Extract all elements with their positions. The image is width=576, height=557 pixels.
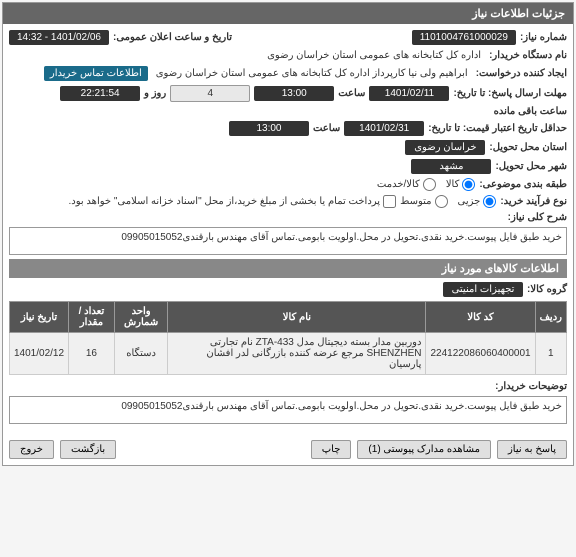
footer-buttons: پاسخ به نیاز مشاهده مدارک پیوستی (1) چاپ… — [3, 434, 573, 465]
row-deadline: مهلت ارسال پاسخ: تا تاریخ: 1401/02/11 سا… — [9, 85, 567, 117]
group-label: گروه کالا: — [527, 284, 567, 295]
process-label: نوع فرآیند خرید: — [500, 196, 567, 207]
deadline-label: مهلت ارسال پاسخ: تا تاریخ: — [453, 88, 567, 99]
category-radio-group: کالا کالا/خدمت — [377, 178, 475, 191]
radio-low[interactable]: جزیی — [458, 195, 497, 208]
radio-mid-label: متوسط — [400, 196, 431, 207]
province-label: استان محل تحویل: — [489, 142, 567, 153]
th-date: تاریخ نیاز — [10, 302, 69, 333]
table-row: 1 224122086060400001 دوربین مدار بسته دی… — [10, 333, 567, 375]
row-desc: شرح کلی نیاز: خرید طبق فایل پیوست.خرید ن… — [9, 212, 567, 255]
row-city: شهر محل تحویل: مشهد — [9, 159, 567, 174]
radio-khadamat[interactable]: کالا/خدمت — [377, 178, 436, 191]
remain-time: 22:21:54 — [60, 86, 140, 101]
panel-body: شماره نیاز: 1101004761000029 تاریخ و ساع… — [3, 24, 573, 434]
row-category: طبقه بندی موضوعی: کالا کالا/خدمت — [9, 178, 567, 191]
details-panel: جزئیات اطلاعات نیاز شماره نیاز: 11010047… — [2, 2, 574, 466]
contact-buyer-button[interactable]: اطلاعات تماس خریدار — [44, 66, 148, 81]
radio-kala-input[interactable] — [462, 178, 475, 191]
payment-checkbox[interactable]: پرداخت تمام یا بخشی از مبلغ خرید،از محل … — [68, 195, 396, 208]
items-section-header: اطلاعات کالاهای مورد نیاز — [9, 259, 567, 278]
payment-note: پرداخت تمام یا بخشی از مبلغ خرید،از محل … — [68, 196, 380, 207]
td-code: 224122086060400001 — [426, 333, 535, 375]
payment-checkbox-input[interactable] — [383, 195, 396, 208]
validity-time-label: ساعت — [313, 123, 340, 134]
th-row: ردیف — [535, 302, 566, 333]
row-validity: حداقل تاریخ اعتبار قیمت: تا تاریخ: 1401/… — [9, 121, 567, 136]
td-idx: 1 — [535, 333, 566, 375]
radio-mid[interactable]: متوسط — [400, 195, 447, 208]
attachments-button[interactable]: مشاهده مدارک پیوستی (1) — [357, 440, 491, 459]
city-value: مشهد — [411, 159, 491, 174]
buyer-org-label: نام دستگاه خریدار: — [489, 50, 567, 61]
row-process: نوع فرآیند خرید: جزیی متوسط پرداخت تمام … — [9, 195, 567, 208]
print-button[interactable]: چاپ — [311, 440, 352, 459]
radio-low-input[interactable] — [483, 195, 496, 208]
process-radio-group: جزیی متوسط — [400, 195, 496, 208]
validity-label: حداقل تاریخ اعتبار قیمت: تا تاریخ: — [428, 123, 567, 134]
radio-low-label: جزیی — [458, 196, 481, 207]
city-label: شهر محل تحویل: — [495, 161, 567, 172]
desc-text: خرید طبق فایل پیوست.خرید نقدی.تحویل در م… — [9, 227, 567, 255]
th-unit: واحد شمارش — [114, 302, 168, 333]
creator-label: ایجاد کننده درخواست: — [476, 68, 567, 79]
deadline-time: 13:00 — [254, 86, 334, 101]
row-creator: ایجاد کننده درخواست: ابراهیم ولی نیا کار… — [9, 66, 567, 81]
row-group: گروه کالا: تجهیزات امنیتی — [9, 282, 567, 297]
panel-title: جزئیات اطلاعات نیاز — [3, 3, 573, 24]
request-number-value: 1101004761000029 — [412, 30, 516, 45]
row-province: استان محل تحویل: خراسان رضوی — [9, 140, 567, 155]
td-qty: 16 — [69, 333, 115, 375]
category-label: طبقه بندی موضوعی: — [479, 179, 567, 190]
request-number-label: شماره نیاز: — [520, 32, 567, 43]
buyer-notes-label: توضیحات خریدار: — [495, 381, 567, 392]
td-date: 1401/02/12 — [10, 333, 69, 375]
radio-kala[interactable]: کالا — [446, 178, 476, 191]
table-header-row: ردیف کد کالا نام کالا واحد شمارش تعداد /… — [10, 302, 567, 333]
deadline-date: 1401/02/11 — [369, 86, 449, 101]
radio-kala-label: کالا — [446, 179, 460, 190]
remain-label: ساعت باقی مانده — [494, 106, 567, 117]
days-value: 4 — [170, 85, 250, 102]
td-unit: دستگاه — [114, 333, 168, 375]
province-value: خراسان رضوی — [405, 140, 485, 155]
th-name: نام کالا — [168, 302, 426, 333]
th-code: کد کالا — [426, 302, 535, 333]
creator-value: ابراهیم ولی نیا کارپرداز اداره کل کتابخا… — [152, 67, 472, 80]
validity-date: 1401/02/31 — [344, 121, 424, 136]
validity-time: 13:00 — [229, 121, 309, 136]
td-name: دوربین مدار بسته دیجیتال مدل ZTA-433 نام… — [168, 333, 426, 375]
radio-khadamat-label: کالا/خدمت — [377, 179, 420, 190]
exit-button[interactable]: خروج — [9, 440, 54, 459]
desc-label: شرح کلی نیاز: — [508, 212, 567, 223]
th-qty: تعداد / مقدار — [69, 302, 115, 333]
items-table: ردیف کد کالا نام کالا واحد شمارش تعداد /… — [9, 301, 567, 375]
announce-datetime-label: تاریخ و ساعت اعلان عمومی: — [113, 32, 232, 43]
reply-button[interactable]: پاسخ به نیاز — [497, 440, 567, 459]
radio-khadamat-input[interactable] — [423, 178, 436, 191]
deadline-time-label: ساعت — [338, 88, 365, 99]
radio-mid-input[interactable] — [435, 195, 448, 208]
group-value: تجهیزات امنیتی — [443, 282, 523, 297]
days-label: روز و — [144, 88, 166, 99]
buyer-notes-text: خرید طبق فایل پیوست.خرید نقدی.تحویل در م… — [9, 396, 567, 424]
row-buyer-org: نام دستگاه خریدار: اداره کل کتابخانه های… — [9, 49, 567, 62]
back-button[interactable]: بازگشت — [60, 440, 116, 459]
row-buyer-notes: توضیحات خریدار: خرید طبق فایل پیوست.خرید… — [9, 381, 567, 424]
buyer-org-value: اداره کل کتابخانه های عمومی استان خراسان… — [263, 49, 485, 62]
row-request-number: شماره نیاز: 1101004761000029 تاریخ و ساع… — [9, 30, 567, 45]
announce-datetime-value: 1401/02/06 - 14:32 — [9, 30, 109, 45]
